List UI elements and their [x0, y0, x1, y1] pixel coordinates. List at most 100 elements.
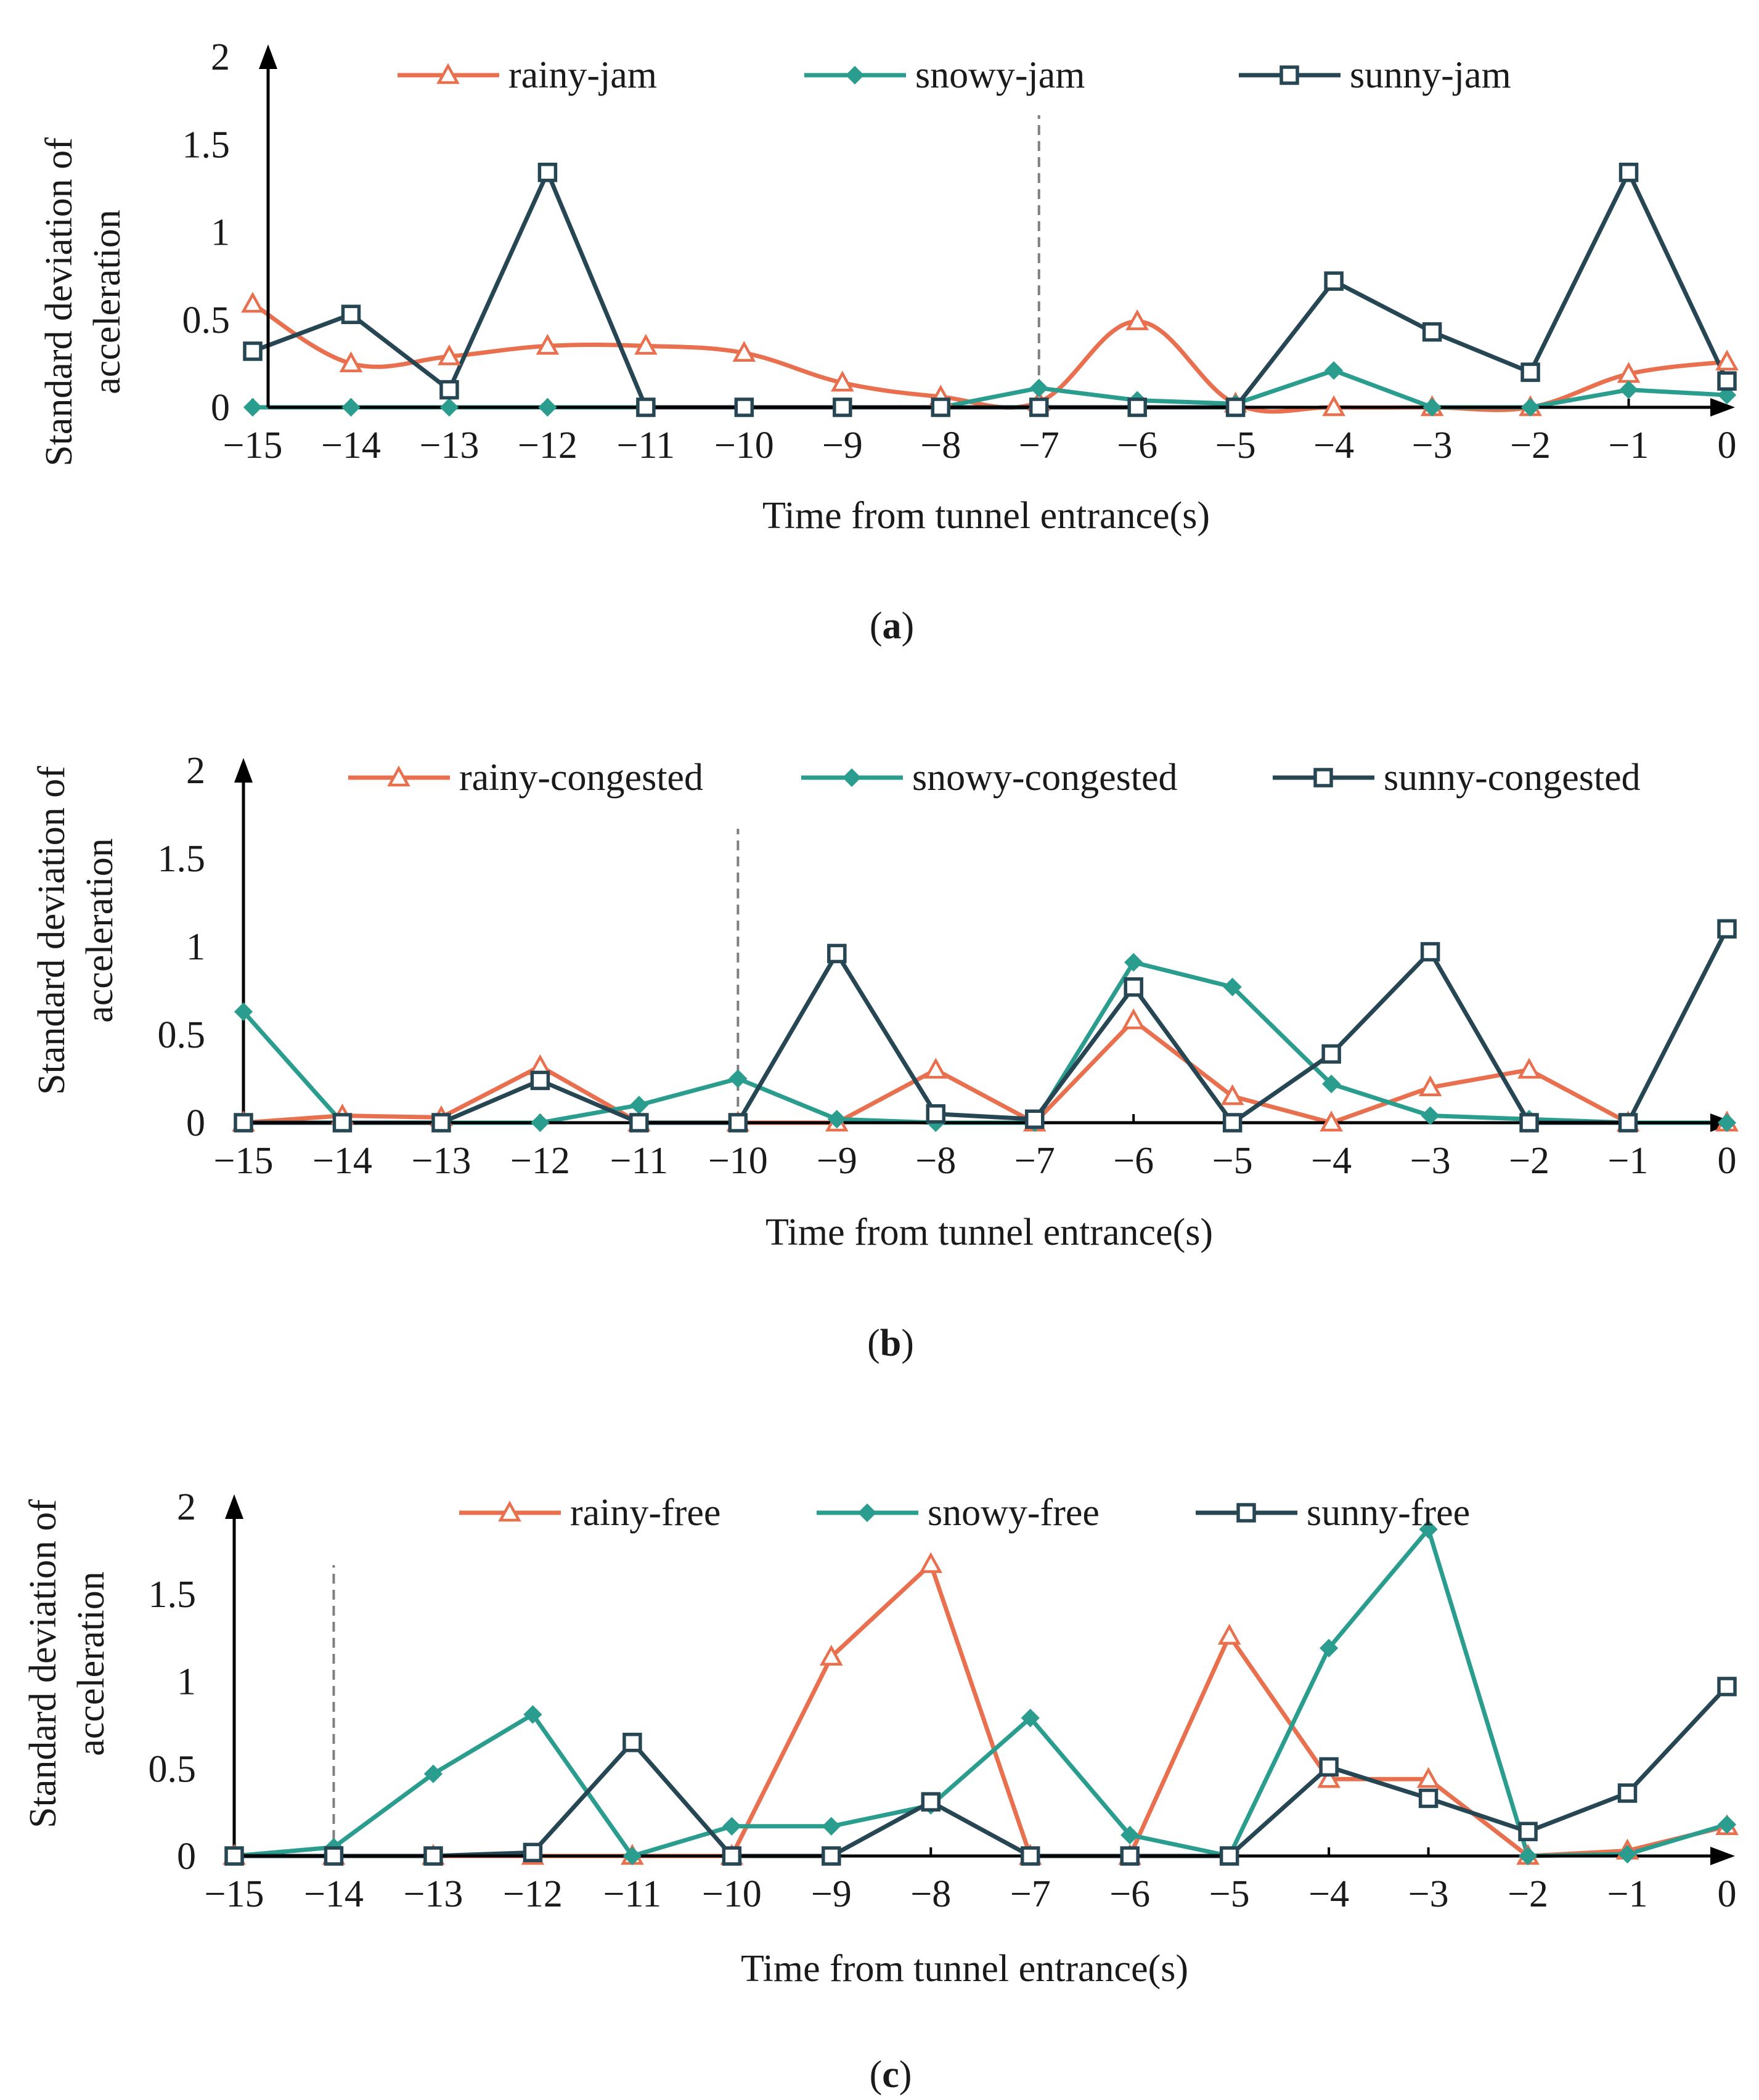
data-point-sunny-jam [1225, 397, 1246, 417]
panel-caption-a-letter: a [883, 605, 902, 647]
y-tick-label-c: 0 [177, 1836, 196, 1878]
y-tick-label-a: 1.5 [182, 124, 231, 166]
panel-caption-b: (b) [867, 1322, 914, 1364]
x-tick-label-b: −9 [817, 1140, 857, 1182]
data-point-sunny-congested [530, 1070, 550, 1091]
data-point-rainy-jam [1125, 309, 1149, 330]
y-tick-label-a: 0.5 [182, 299, 231, 341]
x-tick-label-c: −10 [702, 1873, 762, 1915]
y-axis-arrow-c [225, 1494, 243, 1519]
x-axis-title-a: Time from tunnel entrance(s) [762, 495, 1210, 537]
data-point-rainy-jam [339, 351, 363, 373]
data-point-sunny-free [1120, 1846, 1140, 1866]
data-point-snowy-jam [1717, 385, 1737, 405]
x-tick-label-a: −10 [714, 425, 774, 466]
x-tick-label-a: −9 [822, 425, 863, 466]
x-tick-label-a: −7 [1019, 425, 1059, 466]
x-tick-label-a: −6 [1117, 425, 1157, 466]
data-point-sunny-congested [332, 1113, 353, 1133]
data-point-sunny-jam [1029, 397, 1049, 417]
data-point-rainy-free [1416, 1767, 1440, 1788]
x-tick-label-c: −13 [403, 1873, 463, 1915]
legend-marker-snowy-free [857, 1503, 877, 1523]
y-tick-label-b: 0.5 [158, 1014, 206, 1056]
data-point-rainy-jam [830, 370, 854, 392]
data-point-rainy-jam [1715, 349, 1739, 371]
x-tick-label-b: −5 [1212, 1140, 1253, 1182]
data-point-sunny-congested [1618, 1113, 1638, 1133]
data-point-sunny-congested [1420, 942, 1440, 962]
data-point-snowy-jam [1520, 397, 1540, 417]
data-point-snowy-congested [1124, 953, 1143, 972]
data-point-sunny-congested [1124, 977, 1143, 997]
y-tick-label-c: 0.5 [149, 1748, 197, 1790]
data-point-snowy-jam [1619, 380, 1638, 399]
series-line-snowy-free [232, 1527, 1729, 1858]
y-tick-label-b: 1 [186, 926, 205, 968]
data-point-rainy-free [819, 1645, 843, 1666]
panel-caption-c: (c) [870, 2054, 912, 2096]
data-point-sunny-free [1020, 1846, 1040, 1866]
x-tick-label-c: −4 [1308, 1873, 1349, 1915]
data-point-sunny-free [1319, 1757, 1339, 1777]
legend-label-snowy-free: snowy-free [928, 1492, 1100, 1534]
data-point-sunny-jam [636, 397, 656, 417]
data-point-sunny-free [921, 1792, 941, 1812]
y-axis-title-b-line1: Standard deviation of [31, 766, 73, 1095]
data-point-snowy-jam [538, 397, 557, 417]
data-point-sunny-free [1717, 1677, 1737, 1696]
y-tick-label-a: 1 [211, 212, 230, 254]
data-point-sunny-free [523, 1842, 543, 1863]
legend-marker-rainy-free [498, 1500, 521, 1522]
y-tick-label-b: 1.5 [158, 838, 206, 880]
data-point-sunny-free [324, 1846, 344, 1866]
data-point-sunny-jam [243, 341, 263, 361]
data-point-snowy-free [1320, 1638, 1339, 1658]
data-point-snowy-free [1419, 1520, 1438, 1539]
x-tick-label-a: −5 [1215, 425, 1256, 466]
data-point-snowy-free [1120, 1825, 1140, 1845]
data-point-sunny-jam [1127, 397, 1147, 417]
data-point-sunny-jam [1717, 371, 1737, 391]
chart-panel-c: −15 −14 −13 −12 −11 −10 −9 −8 −7 −6 −5 −4 −3 −2 −1 000.… [22, 1486, 1739, 2096]
data-point-sunny-jam [537, 163, 558, 182]
x-tick-label-c: −15 [205, 1873, 264, 1915]
panel-caption-b-letter: b [880, 1322, 901, 1364]
x-axis-arrow-c [1710, 1847, 1735, 1865]
x-tick-label-c: −11 [603, 1873, 662, 1915]
x-tick-label-c: −6 [1109, 1873, 1150, 1915]
y-tick-label-a: 0 [211, 387, 230, 429]
legend-marker-rainy-jam [436, 63, 460, 84]
x-tick-label-b: −6 [1113, 1140, 1154, 1182]
data-point-snowy-jam [439, 397, 459, 417]
x-tick-label-b: −8 [915, 1140, 956, 1182]
series-line-sunny-free [232, 1684, 1729, 1858]
data-point-sunny-congested [234, 1113, 253, 1133]
x-axis-arrow-a [1710, 398, 1735, 417]
y-tick-label-a: 2 [211, 36, 230, 78]
x-tick-label-b: −1 [1608, 1140, 1649, 1182]
data-point-snowy-jam [243, 397, 263, 417]
data-point-snowy-congested [1223, 977, 1242, 996]
x-axis-title-c: Time from tunnel entrance(s) [741, 1948, 1188, 1990]
data-point-sunny-jam [1324, 271, 1344, 291]
x-tick-label-a: −8 [920, 425, 961, 466]
data-point-sunny-congested [1519, 1113, 1539, 1133]
x-tick-label-b: −3 [1410, 1140, 1451, 1182]
data-point-sunny-congested [926, 1104, 946, 1124]
data-point-snowy-congested [531, 1113, 550, 1133]
data-point-snowy-congested [728, 1069, 748, 1088]
data-point-rainy-congested [924, 1057, 948, 1079]
x-tick-label-a: −11 [617, 425, 675, 466]
legend-marker-rainy-congested [387, 765, 410, 787]
y-tick-label-b: 2 [186, 750, 205, 792]
y-tick-label-c: 1 [177, 1661, 196, 1703]
data-point-rainy-congested [1517, 1057, 1541, 1079]
x-tick-label-c: 0 [1718, 1873, 1737, 1915]
data-point-rainy-jam [634, 333, 658, 355]
x-tick-label-a: −15 [223, 425, 283, 466]
data-point-rainy-jam [241, 291, 264, 313]
panel-caption-c-letter: c [882, 2054, 899, 2096]
x-tick-label-b: −14 [312, 1140, 372, 1182]
data-point-sunny-free [622, 1732, 642, 1752]
